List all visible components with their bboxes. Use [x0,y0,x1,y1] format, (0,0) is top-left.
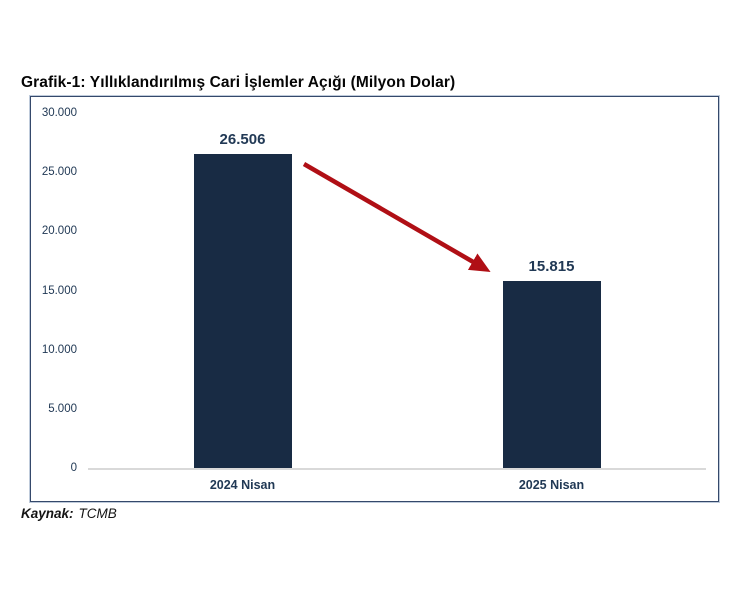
chart-frame: 0 5.000 10.000 15.000 20.000 25.000 30.000 26.5… [30,96,719,502]
x-category-label: 2025 Nisan [518,478,585,492]
bar-value-label: 26.506 [219,131,266,149]
source-note: Kaynak: TCMB [21,506,117,521]
decline-arrow-icon [302,162,491,273]
y-tick-label: 25.000 [41,166,77,179]
source-value: TCMB [78,506,117,521]
y-tick-label: 20.000 [41,225,77,238]
x-axis-line [88,468,706,470]
y-tick-label: 5.000 [48,402,77,415]
y-tick-label: 10.000 [41,343,77,356]
plot-area: 0 5.000 10.000 15.000 20.000 25.000 30.000 26.5… [31,97,718,501]
bar-value-label: 15.815 [528,257,575,275]
y-tick-label: 30.000 [41,107,77,119]
bar-2025-nisan [502,280,601,468]
arrow-line [302,162,491,273]
source-label: Kaynak: [21,506,74,521]
x-category-label: 2024 Nisan [209,478,276,492]
bar-2024-nisan [193,154,292,468]
y-tick-label: 0 [70,462,77,474]
chart-title: Grafik-1: Yıllıklandırılmış Cari İşlemle… [21,74,456,91]
y-tick-label: 15.000 [41,284,77,297]
